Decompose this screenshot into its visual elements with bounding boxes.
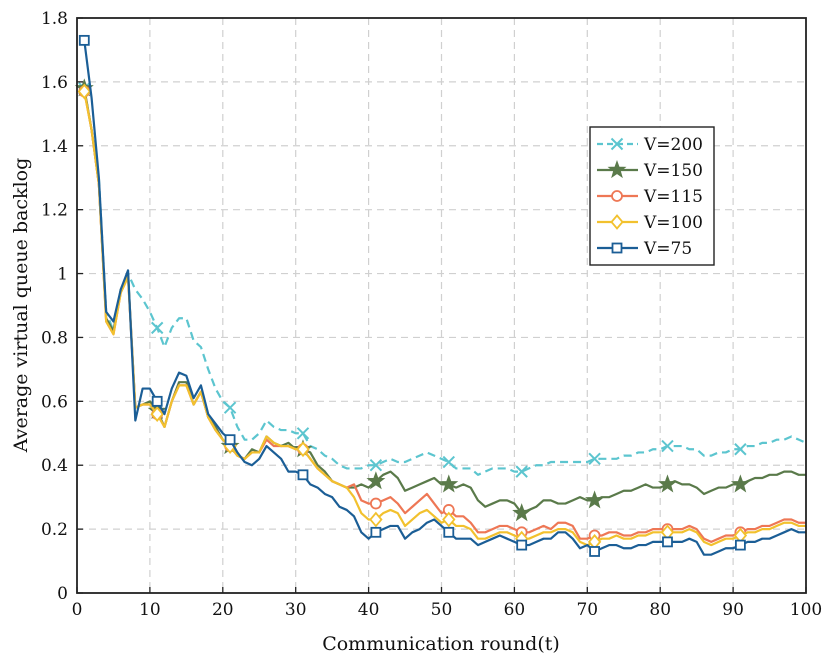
legend-label: V=115 xyxy=(643,187,703,207)
y-tick-label: 1.6 xyxy=(41,73,68,93)
data-point-marker xyxy=(224,434,236,446)
data-point-marker xyxy=(734,539,746,551)
x-tick-label: 80 xyxy=(649,600,671,620)
data-point-marker xyxy=(223,401,237,414)
y-axis-label: Average virtual queue backlog xyxy=(10,158,32,453)
series-v200 xyxy=(78,82,807,478)
data-point-marker xyxy=(589,546,600,557)
legend-marker xyxy=(611,242,623,254)
legend-marker xyxy=(610,214,624,230)
legend-label: V=200 xyxy=(643,135,703,155)
data-point-marker xyxy=(515,465,528,478)
y-tick-label: 0 xyxy=(57,584,68,604)
y-tick-label: 1.2 xyxy=(41,201,68,221)
data-point-marker xyxy=(443,526,455,538)
x-tick-label: 100 xyxy=(790,600,822,620)
data-point-marker xyxy=(297,469,309,481)
legend-label: V=100 xyxy=(643,213,703,233)
legend-marker xyxy=(607,160,627,179)
y-tick-label: 0.2 xyxy=(41,520,68,540)
legend-marker xyxy=(610,137,624,151)
x-tick-label: 30 xyxy=(285,600,307,620)
y-tick-label: 1.4 xyxy=(41,137,68,157)
data-point-marker xyxy=(512,503,532,522)
x-tick-label: 20 xyxy=(212,600,234,620)
data-point-marker xyxy=(369,497,382,510)
data-point-marker xyxy=(730,474,750,493)
data-point-marker xyxy=(588,452,601,466)
series-line xyxy=(83,40,806,556)
data-point-marker xyxy=(439,474,459,493)
data-point-marker xyxy=(150,321,164,335)
x-tick-label: 0 xyxy=(72,600,83,620)
x-tick-label: 40 xyxy=(358,600,380,620)
data-point-marker xyxy=(658,474,677,493)
series-line xyxy=(83,88,807,476)
y-tick-label: 1.8 xyxy=(41,9,68,29)
y-tick-label: 0.6 xyxy=(41,392,68,412)
data-point-marker xyxy=(662,536,673,548)
data-point-marker xyxy=(366,471,386,490)
legend-label: V=75 xyxy=(643,239,692,259)
series-v100 xyxy=(77,83,806,550)
data-point-marker xyxy=(734,443,747,456)
x-tick-label: 70 xyxy=(576,600,598,620)
data-point-marker xyxy=(661,439,674,453)
data-point-marker xyxy=(370,526,382,538)
data-point-marker xyxy=(78,34,90,46)
x-tick-label: 50 xyxy=(431,600,453,620)
data-point-marker xyxy=(369,511,383,528)
data-point-marker xyxy=(369,459,383,472)
series-layer xyxy=(74,34,807,557)
legend-label: V=150 xyxy=(643,161,703,181)
x-tick-label: 60 xyxy=(504,600,526,620)
y-tick-label: 1 xyxy=(57,265,68,285)
data-point-marker xyxy=(516,539,528,551)
x-tick-label: 90 xyxy=(722,600,744,620)
data-point-marker xyxy=(585,490,605,509)
grid-lines xyxy=(77,18,806,593)
axis-ticks: 0 10 20 30 40 50 60 70 80 90 100 0 0.2 0.4 0.6 0.8 1 1.2 1… xyxy=(41,9,822,620)
data-point-marker xyxy=(442,455,455,469)
data-point-marker xyxy=(296,441,310,458)
data-point-marker xyxy=(77,83,91,100)
data-point-marker xyxy=(296,427,310,440)
legend: V=200 V=150 V=115 V=100 V=75 xyxy=(589,126,715,266)
y-tick-label: 0.8 xyxy=(41,328,68,348)
data-point-marker xyxy=(150,406,164,423)
x-tick-label: 10 xyxy=(139,600,161,620)
series-v75 xyxy=(78,34,806,557)
y-tick-label: 0.4 xyxy=(41,456,68,476)
data-point-marker xyxy=(442,511,456,528)
x-axis-label: Communication round(t) xyxy=(322,633,560,655)
data-point-marker xyxy=(151,395,163,407)
legend-marker xyxy=(611,190,623,202)
